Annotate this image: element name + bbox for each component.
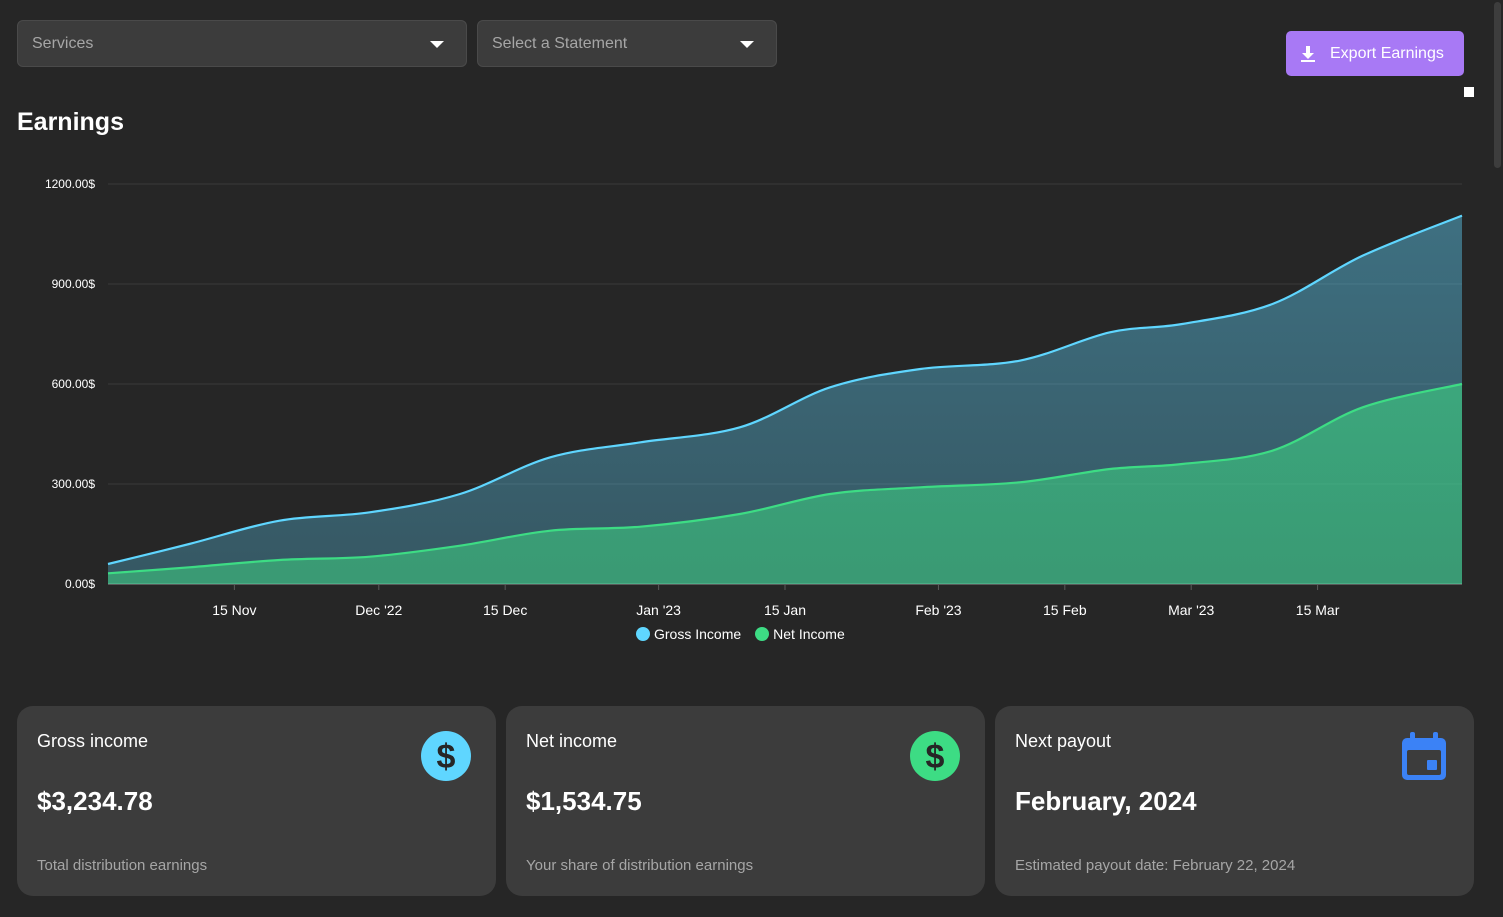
export-earnings-button[interactable]: Export Earnings [1286,31,1464,76]
legend-label-gross: Gross Income [654,626,742,642]
y-tick-label: 900.00$ [52,277,96,291]
legend-dot-net [755,627,770,641]
legend-label-net: Net Income [773,626,845,642]
earnings-chart: 0.00$ 300.00$ 600.00$ 900.00$ 1200.00$ 15 Nov… [45,177,1463,618]
legend-item-net[interactable]: Net Income [755,626,845,642]
x-tick-label: 15 Feb [1043,602,1087,618]
calendar-icon [1402,732,1446,780]
card-label: Next payout [1015,731,1112,751]
chevron-down-icon [740,41,754,48]
card-subtitle: Your share of distribution earnings [526,857,754,874]
card-label: Net income [526,731,618,751]
card-value: February, 2024 [1015,786,1197,816]
card-subtitle: Estimated payout date: February 22, 2024 [1015,857,1296,874]
card-label: Gross income [37,731,149,751]
series-line-gross [107,214,1463,566]
x-tick-label: 15 Mar [1296,602,1340,618]
legend-dot-gross [636,627,650,641]
statement-select-label: Select a Statement [492,34,628,52]
scrollbar-thumb[interactable] [1494,2,1501,168]
card-value: $1,534.75 [526,786,642,816]
export-earnings-label: Export Earnings [1330,44,1444,62]
legend-item-gross[interactable]: Gross Income [636,626,741,642]
series-line-net [107,382,1463,575]
svg-text:$: $ [437,738,456,776]
download-icon [1301,45,1315,62]
y-tick-label: 0.00$ [65,577,95,591]
x-tick-label: Feb '23 [915,602,961,618]
series-area-net [108,384,1462,584]
x-tick-label: 15 Nov [212,602,256,618]
statement-select[interactable]: Select a Statement [477,20,777,67]
x-tick-label: Mar '23 [1168,602,1214,618]
card-value: $3,234.78 [37,786,153,816]
x-tick-label: Dec '22 [355,602,402,618]
svg-text:$: $ [926,738,945,776]
page-title: Earnings [17,108,124,136]
next-payout-card: Next payout February, 2024 Estimated pay… [995,706,1474,896]
y-tick-label: 600.00$ [52,377,96,391]
x-tick-label: 15 Dec [483,602,527,618]
x-tick-label: Jan '23 [636,602,681,618]
net-income-card: Net income $ $1,534.75 Your share of dis… [506,706,985,896]
chevron-down-icon [430,41,444,48]
y-tick-label: 1200.00$ [45,177,95,191]
y-tick-label: 300.00$ [52,477,96,491]
gross-income-card: Gross income $ $3,234.78 Total distribut… [17,706,496,896]
services-select-label: Services [32,34,94,52]
services-select[interactable]: Services [17,20,467,67]
corner-marker [1464,87,1474,97]
chart-legend: Gross Income Net Income [636,626,859,642]
dollar-icon: $ [910,731,960,781]
card-subtitle: Total distribution earnings [37,857,208,874]
x-tick-label: 15 Jan [764,602,806,618]
dollar-icon: $ [421,731,471,781]
